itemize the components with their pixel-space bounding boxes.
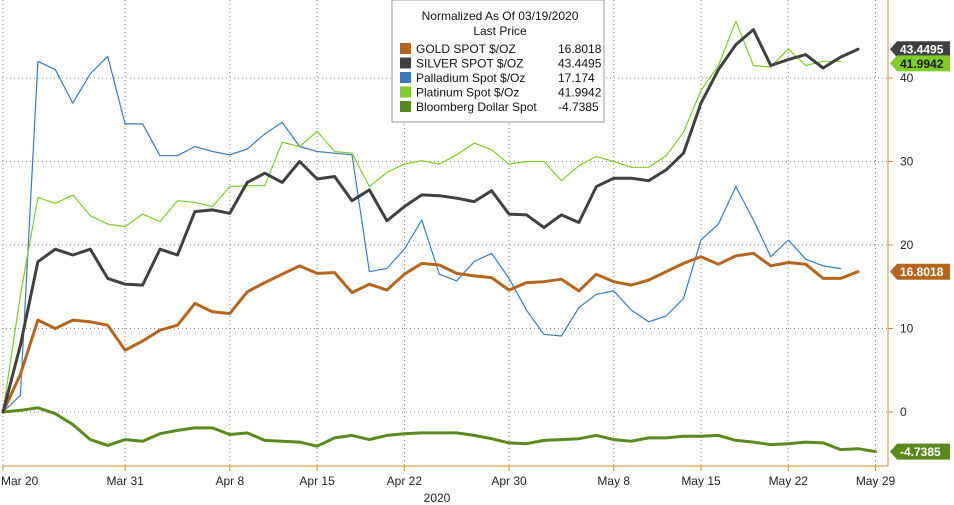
legend-box (391, 0, 605, 123)
legend-entry-name: Platinum Spot $/Oz (416, 86, 519, 100)
y-tick-label: 10 (900, 322, 914, 336)
axes: 0 10 20 30 40 Mar 20 Mar 31 Apr 8 Apr 15 Apr 22 Ap… (1, 0, 914, 505)
x-tick-label: May 29 (856, 474, 896, 488)
y-tick-label: 20 (900, 238, 914, 252)
x-tick-label: Mar 31 (106, 474, 144, 488)
legend-swatch (400, 43, 411, 54)
legend-swatch (400, 72, 411, 83)
legend-entry-name: GOLD SPOT $/OZ (416, 42, 516, 56)
y-tick-label: 30 (900, 155, 914, 169)
last-value-label: 43.4495 (900, 43, 944, 57)
legend-entry-value: 16.8018 (558, 42, 602, 56)
legend-swatch (400, 101, 411, 112)
y-tick-label: 0 (900, 405, 907, 419)
series-line-platinum-spot-oz (2, 20, 842, 413)
legend-entry-name: SILVER SPOT $/OZ (416, 57, 524, 71)
series-line-silver-spot-oz (1, 28, 860, 414)
legend-swatch (400, 57, 411, 69)
legend-swatch (400, 86, 411, 98)
legend-entry-value: 41.9942 (558, 86, 602, 100)
x-year-label: 2020 (424, 491, 451, 505)
last-value-label: 41.9942 (900, 57, 944, 71)
legend-entry-value: -4.7385 (558, 100, 599, 114)
grid-lines (2, 0, 888, 466)
last-value-tag (890, 55, 950, 72)
legend-entry-value: 17.174 (558, 71, 595, 85)
x-tick-label: May 15 (681, 474, 721, 488)
series-line-bloomberg-dollar-spot (1, 406, 877, 454)
legend-entry-value: 43.4495 (558, 57, 602, 71)
x-tick-label: May 8 (597, 474, 630, 488)
last-value-tag (890, 443, 950, 460)
series-line-gold-spot-oz (1, 251, 860, 414)
legend-entry-name: Bloomberg Dollar Spot (416, 100, 537, 114)
x-tick-label: Apr 30 (491, 474, 527, 488)
y-tick-label: 40 (900, 71, 914, 85)
x-tick-label: May 22 (769, 474, 809, 488)
last-value-label: -4.7385 (900, 445, 941, 459)
x-tick-label: Apr 22 (387, 474, 423, 488)
chart-subtitle: Last Price (473, 24, 527, 38)
x-tick-label: Apr 8 (216, 474, 245, 488)
legend-entry-name: Palladium Spot $/Oz (416, 71, 525, 85)
series-lines (1, 20, 877, 454)
x-tick-label: Mar 20 (1, 474, 39, 488)
last-value-label: 16.8018 (900, 265, 944, 279)
last-value-tag (890, 41, 950, 58)
series-line-palladium-spot-oz (2, 55, 842, 413)
x-tick-label: Apr 15 (299, 474, 335, 488)
chart-title: Normalized As Of 03/19/2020 (422, 9, 579, 23)
last-value-tag (890, 263, 950, 280)
